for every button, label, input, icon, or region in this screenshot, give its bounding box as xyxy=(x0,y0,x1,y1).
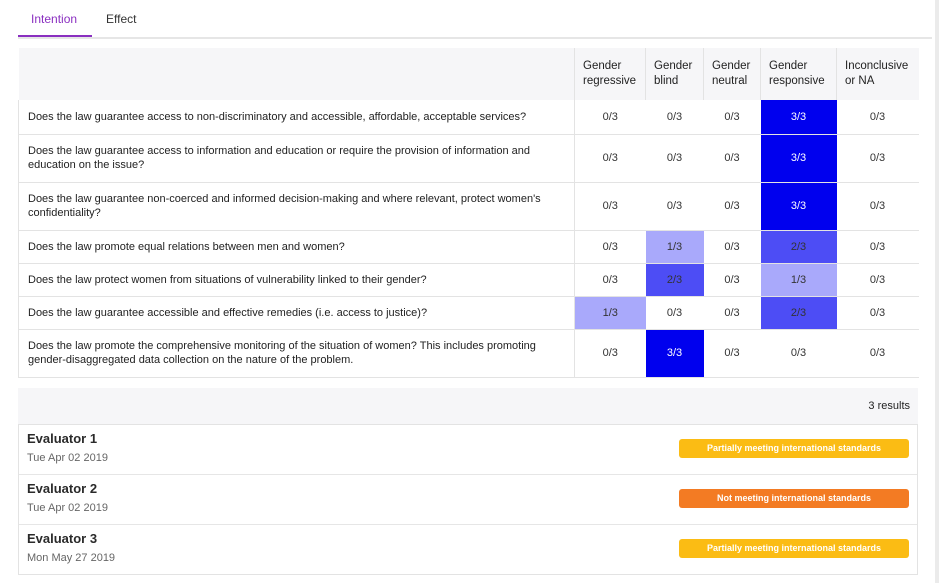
score-cell: 1/3 xyxy=(760,263,837,297)
score-cell: 0/3 xyxy=(645,296,704,330)
column-header-gender-neutral: Gender neutral xyxy=(703,48,761,100)
score-cell: 0/3 xyxy=(574,263,646,297)
column-header-gender-responsive: Gender responsive xyxy=(760,48,837,100)
evaluation-date: Mon May 27 2019 xyxy=(27,552,116,564)
table-row: Does the law guarantee non-coerced and i… xyxy=(18,182,919,231)
question-text: Does the law promote the comprehensive m… xyxy=(18,329,575,378)
evaluation-date: Tue Apr 02 2019 xyxy=(27,502,108,514)
score-cell: 0/3 xyxy=(574,230,646,264)
results-count: 3 results xyxy=(868,400,910,412)
list-item[interactable]: Evaluator 3 Mon May 27 2019 Partially me… xyxy=(19,525,917,574)
column-header-gender-regressive: Gender regressive xyxy=(574,48,646,100)
score-cell: 0/3 xyxy=(574,329,646,378)
score-cell: 0/3 xyxy=(836,182,919,231)
score-cell: 0/3 xyxy=(836,134,919,183)
tab-bar: Intention Effect xyxy=(18,0,932,39)
question-text: Does the law promote equal relations bet… xyxy=(18,230,575,264)
tab-intention[interactable]: Intention xyxy=(31,12,78,26)
score-cell: 1/3 xyxy=(645,230,704,264)
evaluator-list: Evaluator 1 Tue Apr 02 2019 Partially me… xyxy=(18,424,918,575)
score-cell: 0/3 xyxy=(703,100,761,135)
score-cell: 2/3 xyxy=(760,296,837,330)
score-cell: 0/3 xyxy=(574,182,646,231)
question-text: Does the law guarantee accessible and ef… xyxy=(18,296,575,330)
status-badge: Partially meeting international standard… xyxy=(679,439,909,458)
score-cell: 0/3 xyxy=(703,263,761,297)
results-panel: 3 results Evaluator 1 Tue Apr 02 2019 Pa… xyxy=(18,388,918,575)
matrix-header-row: Gender regressive Gender blind Gender neutr… xyxy=(18,48,919,100)
table-row: Does the law promote the comprehensive m… xyxy=(18,329,919,378)
question-text: Does the law guarantee access to informa… xyxy=(18,134,575,183)
score-cell: 2/3 xyxy=(760,230,837,264)
question-column-header xyxy=(18,48,575,100)
table-row: Does the law guarantee access to non-dis… xyxy=(18,100,919,135)
status-badge: Not meeting international standards xyxy=(679,489,909,508)
list-item[interactable]: Evaluator 2 Tue Apr 02 2019 Not meeting … xyxy=(19,475,917,525)
score-cell: 0/3 xyxy=(836,230,919,264)
score-cell: 0/3 xyxy=(703,230,761,264)
score-cell: 3/3 xyxy=(760,134,837,183)
column-header-gender-blind: Gender blind xyxy=(645,48,704,100)
score-cell: 0/3 xyxy=(836,263,919,297)
table-row: Does the law guarantee access to informa… xyxy=(18,134,919,183)
table-row: Does the law protect women from situatio… xyxy=(18,263,919,297)
score-cell: 3/3 xyxy=(760,182,837,231)
evaluator-name: Evaluator 3 xyxy=(27,531,98,546)
score-cell: 0/3 xyxy=(645,100,704,135)
question-text: Does the law protect women from situatio… xyxy=(18,263,575,297)
list-item[interactable]: Evaluator 1 Tue Apr 02 2019 Partially me… xyxy=(19,425,917,475)
score-cell: 3/3 xyxy=(760,100,837,135)
evaluator-name: Evaluator 1 xyxy=(27,431,98,446)
score-cell: 0/3 xyxy=(760,329,837,378)
score-cell: 0/3 xyxy=(703,134,761,183)
status-badge: Partially meeting international standard… xyxy=(679,539,909,558)
score-cell: 0/3 xyxy=(703,296,761,330)
score-cell: 0/3 xyxy=(703,182,761,231)
tab-effect[interactable]: Effect xyxy=(106,12,137,26)
score-cell: 3/3 xyxy=(645,329,704,378)
table-row: Does the law guarantee accessible and ef… xyxy=(18,296,919,330)
assessment-matrix: Gender regressive Gender blind Gender neutr… xyxy=(18,48,919,378)
score-cell: 1/3 xyxy=(574,296,646,330)
evaluation-date: Tue Apr 02 2019 xyxy=(27,452,108,464)
score-cell: 0/3 xyxy=(703,329,761,378)
question-text: Does the law guarantee non-coerced and i… xyxy=(18,182,575,231)
evaluator-name: Evaluator 2 xyxy=(27,481,98,496)
score-cell: 0/3 xyxy=(574,100,646,135)
score-cell: 0/3 xyxy=(574,134,646,183)
score-cell: 0/3 xyxy=(836,329,919,378)
table-row: Does the law promote equal relations bet… xyxy=(18,230,919,264)
score-cell: 0/3 xyxy=(645,182,704,231)
score-cell: 0/3 xyxy=(836,296,919,330)
score-cell: 0/3 xyxy=(645,134,704,183)
column-header-inconclusive: Inconclusive or NA xyxy=(836,48,919,100)
panel-edge xyxy=(935,0,939,583)
active-tab-indicator xyxy=(18,35,92,37)
score-cell: 2/3 xyxy=(645,263,704,297)
score-cell: 0/3 xyxy=(836,100,919,135)
question-text: Does the law guarantee access to non-dis… xyxy=(18,100,575,135)
